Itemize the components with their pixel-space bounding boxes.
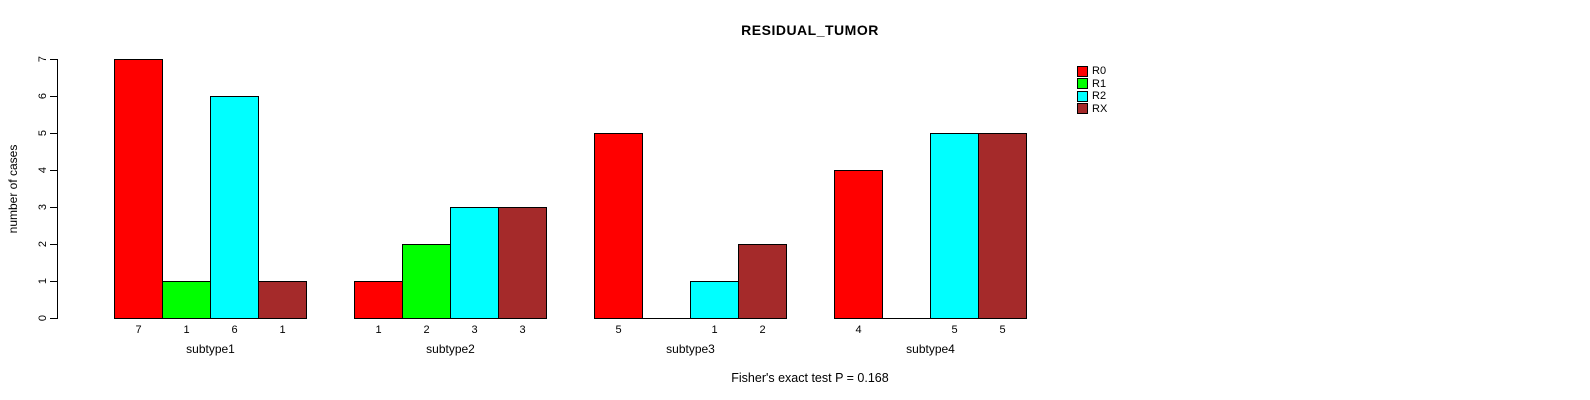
bar: [402, 244, 451, 319]
bar: [258, 281, 307, 319]
legend-swatch: [1077, 90, 1088, 102]
bar: [690, 281, 739, 319]
y-tick-label: 1: [37, 277, 49, 285]
y-tick: [50, 318, 57, 319]
legend-label: R2: [1092, 90, 1107, 103]
bar-value-label: 1: [711, 324, 718, 336]
bar-value-label: 2: [759, 324, 766, 336]
bar-value-label: 5: [999, 324, 1006, 336]
y-tick-label: 0: [37, 314, 49, 322]
bar-value-label: 2: [423, 324, 430, 336]
legend-item: R1: [1077, 78, 1107, 91]
bar: [114, 59, 163, 319]
zero-bar: [882, 318, 931, 319]
bar-value-label: 5: [951, 324, 958, 336]
bar-value-label: 1: [279, 324, 286, 336]
y-tick: [50, 96, 57, 97]
bar-value-label: 4: [855, 324, 862, 336]
category-label: subtype1: [186, 342, 235, 356]
bar-value-label: 7: [135, 324, 142, 336]
bar: [498, 207, 547, 319]
bar: [930, 133, 979, 319]
y-tick-label: 7: [37, 55, 49, 63]
legend-item: RX: [1077, 103, 1107, 116]
bar: [834, 170, 883, 319]
y-tick-label: 6: [37, 92, 49, 100]
bar: [210, 96, 259, 319]
chart-title: RESIDUAL_TUMOR: [741, 22, 879, 38]
legend-item: R2: [1077, 90, 1107, 103]
y-tick: [50, 281, 57, 282]
bar: [354, 281, 403, 319]
y-tick: [50, 59, 57, 60]
y-tick-label: 5: [37, 129, 49, 137]
y-tick-label: 3: [37, 203, 49, 211]
y-tick: [50, 244, 57, 245]
category-label: subtype4: [906, 342, 955, 356]
footnote: Fisher's exact test P = 0.168: [731, 371, 889, 385]
category-label: subtype2: [426, 342, 475, 356]
y-tick-label: 2: [37, 240, 49, 248]
legend-label: R0: [1092, 65, 1107, 78]
legend-label: RX: [1092, 102, 1108, 115]
y-tick: [50, 133, 57, 134]
y-tick: [50, 207, 57, 208]
bar-value-label: 1: [375, 324, 382, 336]
legend-item: R0: [1077, 65, 1107, 78]
legend-label: R1: [1092, 77, 1107, 90]
bar: [450, 207, 499, 319]
bar-value-label: 6: [231, 324, 238, 336]
bar: [738, 244, 787, 319]
y-axis-line: [57, 59, 58, 319]
bar: [162, 281, 211, 319]
bar: [594, 133, 643, 319]
category-label: subtype3: [666, 342, 715, 356]
legend-swatch: [1077, 78, 1088, 90]
bar-value-label: 3: [471, 324, 478, 336]
zero-bar: [642, 318, 691, 319]
legend-swatch: [1077, 65, 1088, 77]
bar-value-label: 3: [519, 324, 526, 336]
y-tick: [50, 170, 57, 171]
y-tick-label: 4: [37, 166, 49, 174]
bar-value-label: 5: [615, 324, 622, 336]
legend-swatch: [1077, 103, 1088, 115]
legend: R0 R1 R2 RX: [1077, 65, 1107, 115]
bar-value-label: 1: [183, 324, 190, 336]
bar: [978, 133, 1027, 319]
